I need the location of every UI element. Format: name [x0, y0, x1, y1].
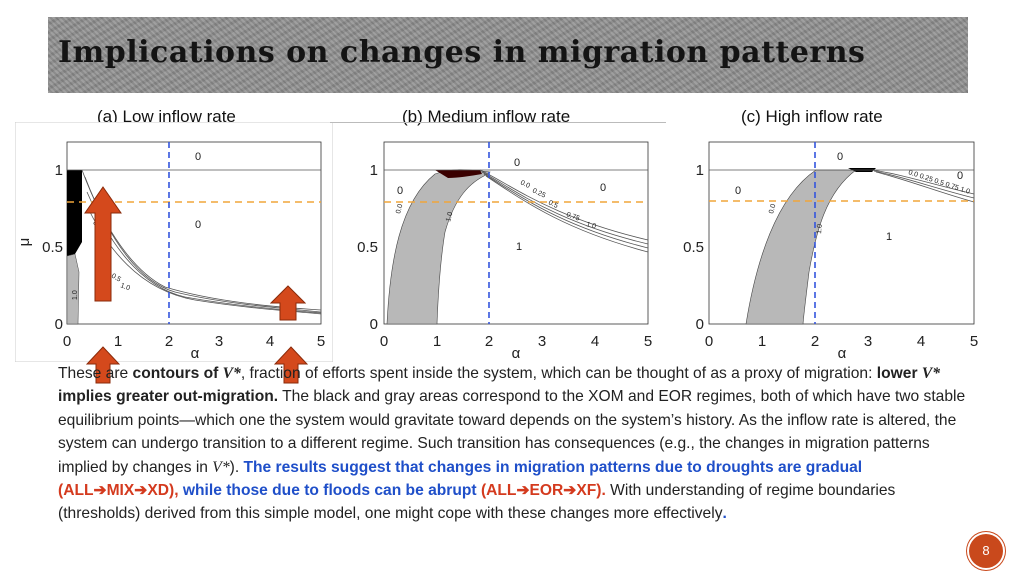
body-text: .	[722, 505, 727, 523]
x-axis-label: α	[191, 345, 200, 362]
x-tick: 5	[317, 333, 325, 350]
y-tick: 1	[696, 162, 704, 179]
contour-label: 1.0	[445, 211, 454, 222]
x-tick: 0	[63, 333, 71, 350]
region-label: 1	[516, 241, 522, 253]
panel-c-label: (c) High inflow rate	[741, 107, 883, 126]
x-tick: 1	[433, 333, 441, 350]
up-arrow-icon	[274, 346, 308, 384]
body-text: V*	[921, 365, 941, 382]
body-text: These are	[58, 365, 133, 382]
contour-label: 0.0	[395, 203, 404, 214]
contour-label: 0.0	[519, 179, 531, 190]
x-tick: 2	[811, 333, 819, 350]
body-text: , fraction of efforts spent inside the s…	[240, 365, 877, 382]
body-text: The results suggest that changes in migr…	[243, 458, 863, 476]
body-text: With understanding of regime boundaries …	[58, 482, 896, 523]
body-text: V*	[222, 365, 241, 382]
contour-label: 1.0	[816, 224, 824, 234]
x-tick: 2	[165, 333, 173, 350]
y-tick: 1	[370, 162, 378, 179]
panel-b-plot: 0 0 0 1 0.0 1.0 0.0 0.25 0.5 0.75 1.0 1 …	[330, 122, 666, 362]
x-tick: 1	[758, 333, 766, 350]
y-tick: 0.5	[357, 239, 378, 256]
x-tick: 3	[538, 333, 546, 350]
y-tick: 1	[55, 162, 63, 179]
up-arrow-icon	[270, 285, 306, 321]
region-label: 0	[195, 219, 201, 231]
x-tick: 3	[215, 333, 223, 350]
x-tick: 1	[114, 333, 122, 350]
body-text: implies greater out-migration.	[58, 388, 279, 406]
region-label: 0	[195, 151, 201, 163]
y-tick: 0	[55, 316, 63, 333]
x-tick: 0	[380, 333, 388, 350]
region-label: 0	[957, 170, 963, 182]
title-banner: Implications on changes in migration pat…	[48, 17, 968, 93]
region-label: 0	[397, 185, 403, 197]
body-text: V*	[212, 458, 230, 476]
x-tick: 5	[644, 333, 652, 350]
contour-label: 1.0	[585, 221, 596, 230]
up-arrow-icon	[84, 186, 122, 302]
contour-label: 0.75	[565, 211, 580, 222]
panel-a-label: (a) Low inflow rate	[97, 107, 236, 126]
body-text: The black and gray areas correspond to t…	[58, 388, 966, 476]
region-label: 1	[886, 231, 892, 243]
x-tick: 3	[864, 333, 872, 350]
y-tick: 0.5	[42, 239, 63, 256]
up-arrow-icon	[86, 346, 120, 384]
x-axis-label: α	[512, 345, 521, 362]
panel-c-plot: 0 0 0 1 0.0 1.0 0.0 0.25 0.5 0.75 1.0 1 …	[676, 122, 986, 362]
slide-title: Implications on changes in migration pat…	[58, 35, 866, 70]
x-axis-label: α	[838, 345, 847, 362]
body-text: lower	[876, 365, 922, 382]
x-tick: 4	[917, 333, 925, 350]
body-text: contours of	[132, 365, 223, 382]
y-tick: 0	[370, 316, 378, 333]
region-label: 0	[600, 182, 606, 194]
region-label: 0	[514, 157, 520, 169]
body-text: (ALL➔MIX➔XD),	[58, 482, 179, 500]
x-tick: 2	[485, 333, 493, 350]
contour-label: 1.0	[72, 290, 79, 300]
y-tick: 0.5	[683, 239, 704, 256]
y-axis-label: μ	[16, 238, 33, 247]
panel-b-label: (b) Medium inflow rate	[402, 107, 571, 126]
x-tick: 4	[266, 333, 274, 350]
panel-a-plot: 0 0 0.2 0.5 1.0 1.0 1 0.5 0 0 1 2 3 4 5 …	[15, 122, 333, 362]
y-tick: 0	[696, 316, 704, 333]
contour-label: 0.5	[110, 273, 122, 284]
contour-label: 0.0	[768, 203, 777, 214]
body-text: while those due to floods can be abrupt	[178, 482, 481, 500]
page-number-badge: 8	[969, 534, 1003, 568]
x-tick: 5	[970, 333, 978, 350]
region-label: 0	[837, 151, 843, 163]
body-text: (ALL➔EOR➔XF).	[480, 482, 606, 500]
body-text: ).	[229, 458, 244, 476]
contour-label: 0.5	[547, 199, 559, 210]
x-tick: 0	[705, 333, 713, 350]
x-tick: 4	[591, 333, 599, 350]
body-paragraph: These are contours of V*, fraction of ef…	[58, 362, 978, 526]
region-label: 0	[735, 185, 741, 197]
contour-label: 1.0	[119, 282, 131, 292]
